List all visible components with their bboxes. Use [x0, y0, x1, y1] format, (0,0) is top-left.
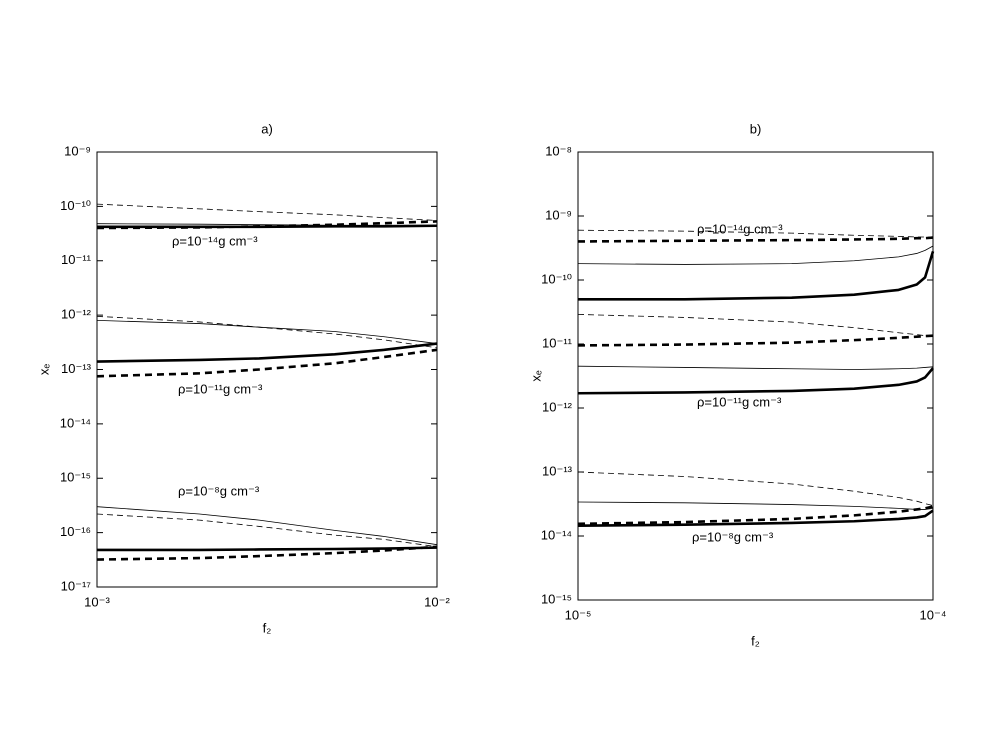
curve: [577, 236, 934, 243]
x-tick-label: 10⁻³: [84, 594, 110, 609]
x-axis-label: f₂: [751, 633, 760, 648]
annotation: ρ=10⁻⁸g cm⁻³: [692, 529, 774, 544]
curve: [96, 203, 438, 221]
curve: [96, 342, 438, 363]
curve: [577, 509, 934, 527]
x-tick-label: 10⁻⁵: [565, 607, 592, 622]
x-tick-label: 10⁻²: [424, 594, 450, 609]
curve: [577, 365, 934, 370]
y-tick-label: 10⁻¹⁰: [541, 271, 572, 286]
annotation: ρ=10⁻¹⁴g cm⁻³: [172, 233, 258, 248]
annotation: ρ=10⁻¹¹g cm⁻³: [178, 381, 263, 396]
chart-title: a): [261, 121, 273, 136]
y-axis-label: xₑ: [528, 370, 543, 382]
y-tick-label: 10⁻¹²: [61, 307, 92, 322]
y-tick-label: 10⁻¹¹: [61, 252, 92, 267]
y-tick-label: 10⁻¹⁵: [541, 591, 572, 606]
curve: [577, 245, 934, 265]
curve: [96, 545, 438, 561]
y-tick-label: 10⁻¹¹: [542, 335, 573, 350]
curve: [97, 546, 438, 552]
curve: [578, 251, 935, 301]
y-tick-label: 10⁻¹⁶: [60, 524, 91, 539]
y-tick-label: 10⁻¹⁴: [60, 415, 91, 430]
curve: [577, 334, 934, 347]
curve: [577, 229, 934, 238]
y-tick-label: 10⁻⁹: [64, 143, 91, 158]
curve: [577, 505, 934, 526]
curve: [96, 513, 438, 548]
curve: [96, 319, 438, 344]
curve: [96, 220, 438, 230]
y-tick-label: 10⁻¹³: [61, 361, 92, 376]
y-tick-label: 10⁻¹⁰: [60, 198, 91, 213]
curve: [577, 501, 934, 510]
y-tick-label: 10⁻¹⁷: [61, 578, 92, 593]
curve: [96, 348, 438, 378]
y-tick-label: 10⁻¹³: [542, 463, 573, 478]
plot-frame: [577, 151, 934, 601]
annotation: ρ=10⁻¹⁴g cm⁻³: [697, 221, 783, 236]
curve: [577, 314, 934, 338]
curve: [577, 367, 934, 395]
y-axis-label: xₑ: [36, 364, 51, 376]
x-tick-label: 10⁻⁴: [920, 607, 947, 622]
curve: [96, 315, 438, 349]
annotation: ρ=10⁻¹¹g cm⁻³: [697, 394, 782, 409]
y-tick-label: 10⁻⁹: [545, 207, 572, 222]
x-axis-label: f₂: [263, 620, 272, 635]
y-tick-label: 10⁻¹²: [542, 399, 573, 414]
y-tick-label: 10⁻¹⁵: [60, 470, 91, 485]
curve: [96, 506, 438, 546]
y-tick-label: 10⁻⁸: [545, 143, 572, 158]
curve: [577, 471, 934, 506]
chart-title: b): [750, 121, 762, 136]
annotation: ρ=10⁻⁸g cm⁻³: [178, 483, 260, 498]
y-tick-label: 10⁻¹⁴: [541, 527, 572, 542]
